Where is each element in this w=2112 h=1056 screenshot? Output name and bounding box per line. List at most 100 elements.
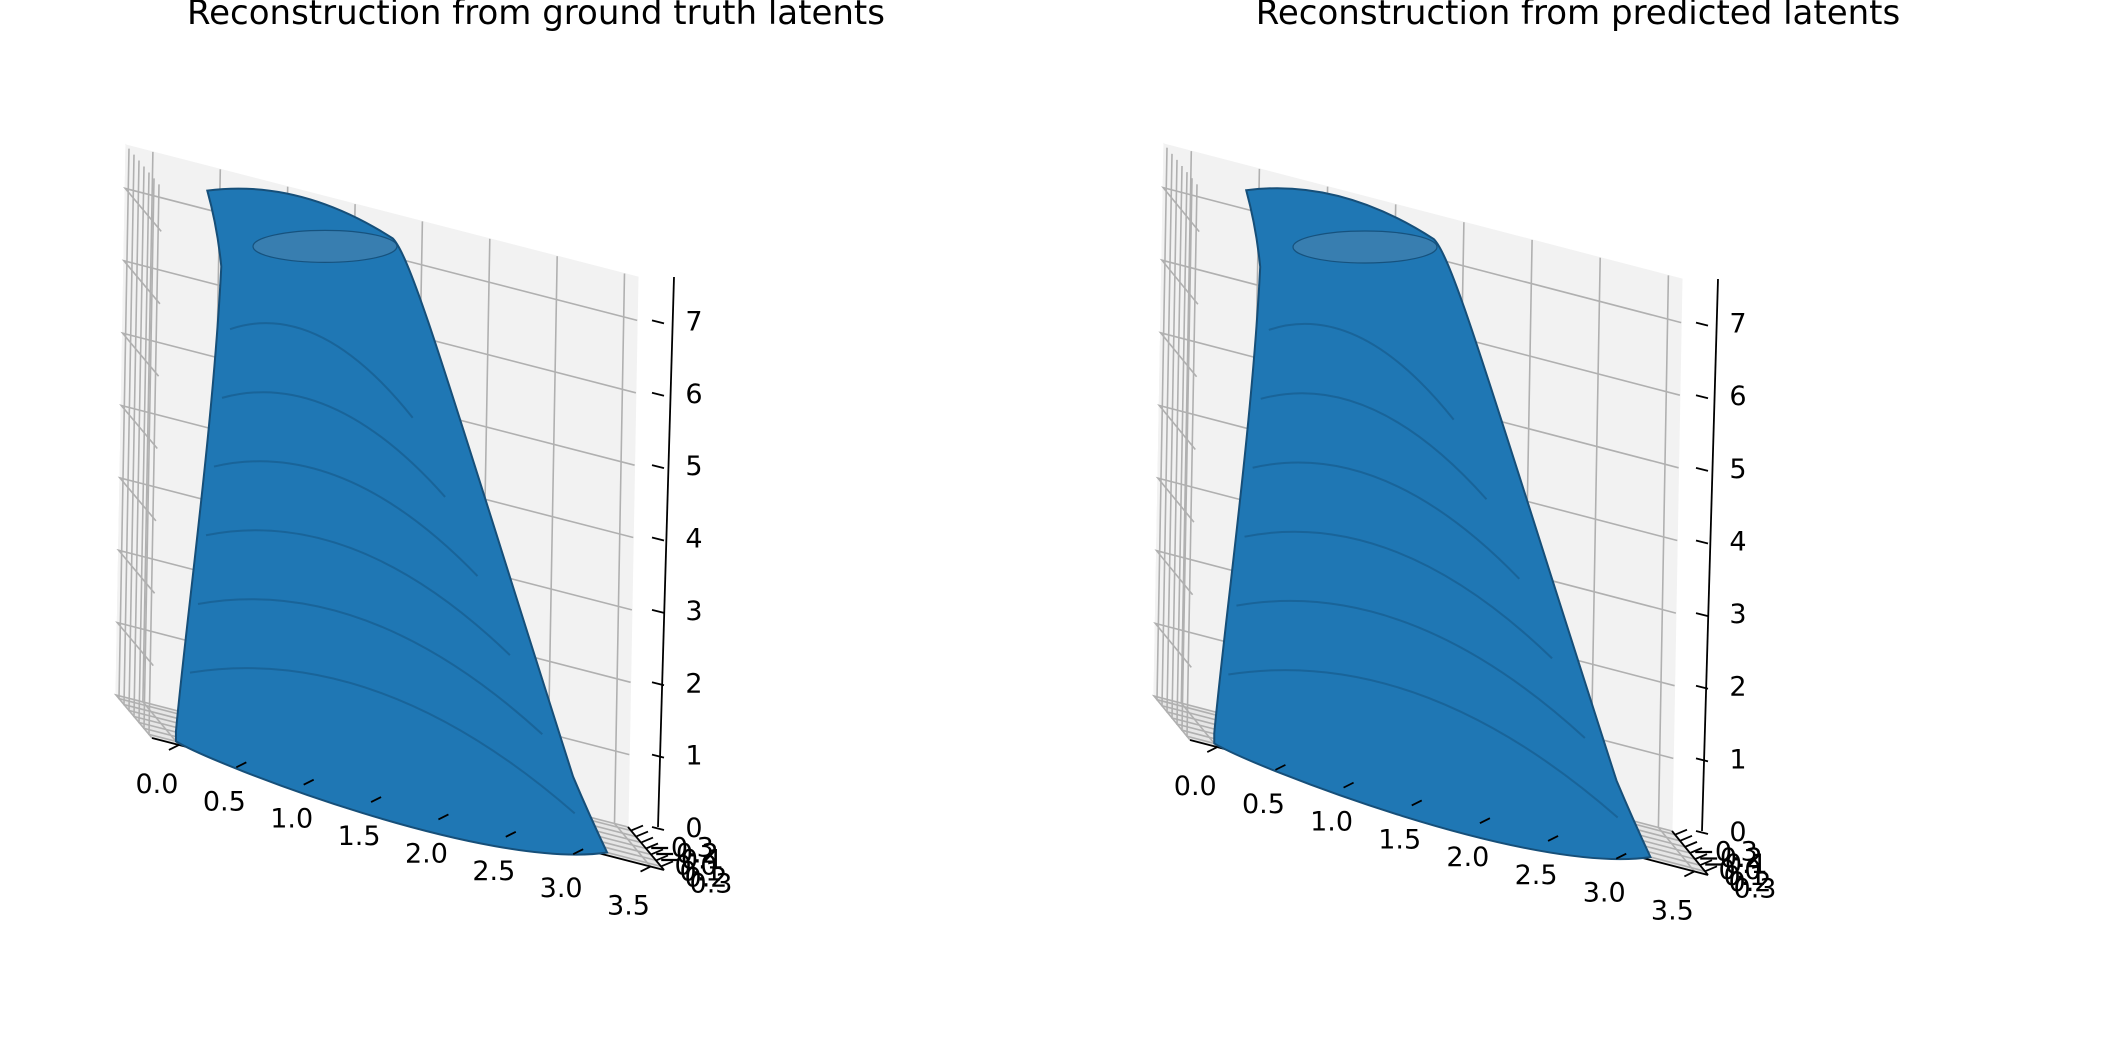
y-tick (650, 848, 664, 856)
z-tick (651, 464, 665, 470)
x-tick (1343, 781, 1354, 789)
y-tick-label: 0.0 (1719, 855, 1762, 886)
x-tick-label: 0.0 (1174, 771, 1217, 802)
x-tick (505, 830, 517, 838)
y-tick (640, 836, 654, 844)
y-tick (1674, 828, 1688, 836)
z-tick (1695, 321, 1709, 327)
surface-contour (1244, 530, 1553, 660)
x-tick (370, 796, 382, 803)
z-axis-line (1701, 278, 1719, 832)
z-tick-label: 7 (685, 306, 702, 337)
y-tick-label: 0.2 (1729, 867, 1772, 898)
x-tick (1615, 852, 1627, 860)
x-tick-label: 2.5 (472, 856, 515, 887)
surface-contour (1260, 392, 1488, 500)
x-tick (1547, 835, 1559, 842)
surface-contour (1268, 322, 1455, 421)
x-tick (1206, 746, 1218, 753)
surface-cap (1292, 230, 1438, 264)
y-tick (1704, 865, 1718, 873)
x-tick-label: 3.5 (607, 891, 650, 922)
z-tick-label: 7 (1729, 309, 1746, 340)
y-tick-label: −0.3 (1692, 837, 1758, 868)
z-tick-label: 3 (685, 596, 702, 627)
surface-contour (221, 391, 446, 498)
y-tick-label: −0.2 (1697, 843, 1763, 874)
x-tick-label: 2.0 (1446, 842, 1489, 873)
surface-contour (229, 322, 414, 419)
z-tick-label: 1 (685, 741, 702, 772)
z-tick (651, 753, 665, 759)
x-tick (168, 744, 180, 751)
x-tick (1275, 764, 1286, 771)
surface-contour (1236, 599, 1586, 739)
x-tick (303, 778, 315, 786)
x-tick (1479, 817, 1491, 824)
z-tick-label: 2 (685, 668, 702, 699)
x-tick-label: 3.5 (1651, 895, 1694, 926)
z-tick (1695, 830, 1709, 835)
y-tick-label: 0.3 (1734, 873, 1777, 904)
gridline-z (1161, 186, 1682, 324)
z-tick (1695, 757, 1709, 763)
surface-cap (252, 229, 398, 263)
z-tick-label: 4 (685, 524, 702, 555)
surface-contour (205, 529, 511, 656)
gridline-z (1158, 331, 1679, 469)
panel-ground-truth: 0.00.51.01.52.02.53.03.5−0.3−0.2−0.10.00… (113, 0, 885, 922)
z-tick (1695, 394, 1709, 400)
z-tick (1695, 612, 1709, 617)
z-tick-label: 6 (685, 379, 702, 410)
x-tick-label: 2.5 (1515, 860, 1558, 891)
y-tick-label: 0.1 (1724, 861, 1767, 892)
x-tick-label: 0.5 (1242, 789, 1285, 820)
y-tick (635, 830, 649, 838)
x-tick-label: 3.0 (1583, 878, 1626, 909)
z-tick-label: 0 (685, 813, 702, 844)
z-tick (651, 536, 665, 542)
z-tick (1695, 539, 1709, 545)
x-tick (1411, 799, 1423, 807)
y-tick (630, 824, 644, 832)
z-tick (651, 826, 665, 831)
panel-predicted: 0.00.51.01.52.02.53.03.5−0.3−0.2−0.10.00… (1151, 0, 1900, 926)
z-tick (651, 609, 665, 614)
z-tick-label: 1 (1729, 744, 1746, 775)
y-tick-label: 0.0 (675, 851, 718, 882)
surface-contour (197, 598, 543, 736)
x-tick-label: 1.5 (338, 821, 381, 852)
x-tick-label: 0.5 (203, 786, 246, 817)
surface-contour (189, 667, 576, 815)
surface (174, 187, 609, 856)
x-tick (1683, 870, 1695, 878)
y-tick (1694, 853, 1708, 860)
surface-contour (1228, 669, 1619, 819)
z-tick (1695, 466, 1709, 472)
y-tick (655, 854, 669, 862)
gridline-z (121, 259, 637, 394)
y-tick (1699, 859, 1713, 867)
z-tick-label: 4 (1729, 526, 1746, 557)
x-tick-label: 1.5 (1378, 824, 1421, 855)
x-tick-label: 0.0 (135, 769, 178, 800)
y-tick-label: 0.3 (690, 868, 733, 899)
y-tick (1684, 841, 1698, 848)
surface-contour (1252, 461, 1520, 580)
z-tick (651, 319, 665, 325)
x-tick-label: 1.0 (1310, 807, 1353, 838)
y-tick (1689, 847, 1703, 854)
x-tick (438, 813, 449, 821)
x-tick (572, 848, 584, 855)
y-tick (660, 860, 674, 868)
y-tick-label: 0.2 (685, 862, 728, 893)
x-tick-label: 3.0 (540, 873, 583, 904)
z-tick-label: 5 (685, 451, 702, 482)
y-tick-label: 0.1 (680, 856, 723, 887)
x-tick (640, 865, 651, 873)
surface (1213, 187, 1652, 861)
gridline-z (120, 331, 635, 466)
z-tick-label: 5 (1729, 454, 1746, 485)
z-tick-label: 2 (1729, 672, 1746, 703)
z-tick-label: 6 (1729, 381, 1746, 412)
